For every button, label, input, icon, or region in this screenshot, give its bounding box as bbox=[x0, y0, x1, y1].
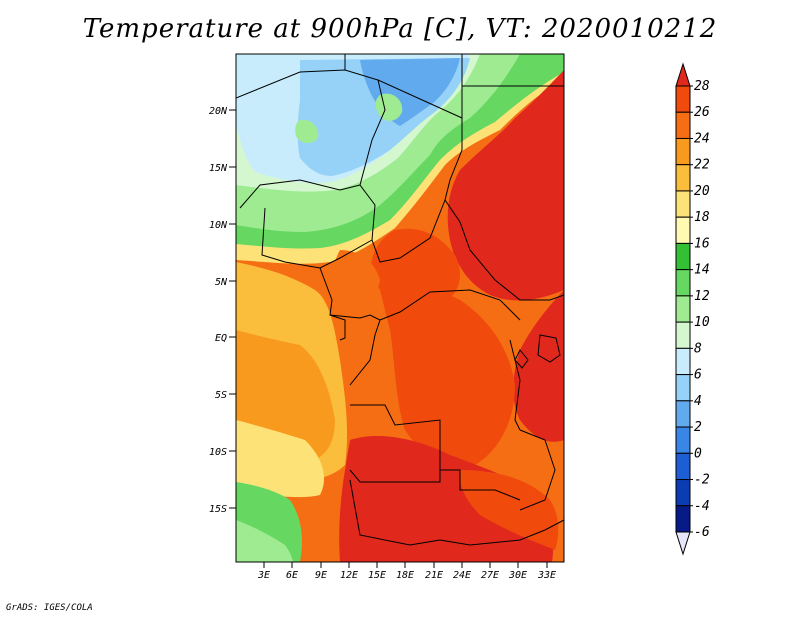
colorbar-segment bbox=[675, 269, 691, 297]
map-title: Temperature at 900hPa [C], VT: 202001021… bbox=[82, 14, 718, 44]
longitude-axis bbox=[263, 562, 548, 568]
latitude-axis bbox=[229, 109, 236, 509]
colorbar-label: 28 bbox=[694, 79, 710, 94]
colorbar-segment bbox=[675, 452, 691, 481]
colorbar-label: 2 bbox=[694, 420, 702, 435]
lat-label-15s: 15S bbox=[209, 504, 227, 515]
lon-label-18e: 18E bbox=[396, 570, 414, 581]
credit-text: GrADS: IGES/COLA bbox=[6, 603, 93, 613]
lon-label-27e: 27E bbox=[481, 570, 499, 581]
colorbar-label: -2 bbox=[694, 473, 710, 488]
colorbar-label: 20 bbox=[694, 184, 710, 199]
colorbar-segment bbox=[675, 321, 691, 349]
colorbar-segment bbox=[675, 242, 691, 271]
colorbar-segment bbox=[675, 111, 691, 139]
lat-label-10s: 10S bbox=[209, 447, 227, 458]
lon-label-24e: 24E bbox=[453, 570, 471, 581]
colorbar-segment bbox=[675, 400, 691, 428]
lon-label-6e: 6E bbox=[286, 570, 298, 581]
colorbar-top-triangle bbox=[675, 62, 691, 87]
colorbar-label: 4 bbox=[694, 394, 702, 409]
colorbar-segment bbox=[675, 190, 691, 218]
country-borders bbox=[236, 54, 564, 546]
colorbar-label: 22 bbox=[694, 158, 710, 173]
colorbar-label: 26 bbox=[694, 105, 710, 120]
lon-label-9e: 9E bbox=[315, 570, 327, 581]
colorbar-segment bbox=[675, 426, 691, 454]
colorbar-label: 24 bbox=[694, 131, 710, 146]
colorbar-segment bbox=[675, 164, 691, 192]
lat-label-5n: 5N bbox=[215, 277, 228, 288]
colorbar-label: 12 bbox=[694, 289, 710, 304]
colorbar-segment bbox=[675, 374, 691, 402]
colorbar-bottom-triangle bbox=[675, 531, 691, 556]
colorbar-label: 0 bbox=[694, 446, 702, 461]
colorbar-label: 16 bbox=[694, 236, 710, 251]
lon-label-21e: 21E bbox=[425, 570, 443, 581]
temperature-field bbox=[236, 54, 564, 562]
colorbar-label: 18 bbox=[694, 210, 710, 225]
colorbar-label: 6 bbox=[694, 368, 702, 383]
lon-label-33e: 33E bbox=[537, 570, 556, 581]
lat-label-eq: EQ bbox=[215, 333, 227, 344]
lon-label-30e: 30E bbox=[508, 570, 527, 581]
colorbar-label: -4 bbox=[694, 499, 710, 514]
lon-label-3e: 3E bbox=[257, 570, 270, 581]
lat-label-10n: 10N bbox=[209, 220, 228, 231]
colorbar-label: 10 bbox=[694, 315, 710, 330]
lat-label-20n: 20N bbox=[209, 106, 228, 117]
lon-label-15e: 15E bbox=[368, 570, 386, 581]
colorbar-segment bbox=[675, 479, 691, 507]
colorbar-label: 14 bbox=[694, 263, 710, 278]
lat-label-5s: 5S bbox=[215, 390, 227, 401]
colorbar-label: 8 bbox=[694, 341, 702, 356]
lon-label-12e: 12E bbox=[340, 570, 358, 581]
colorbar-segment bbox=[675, 216, 691, 244]
colorbar-segment bbox=[675, 347, 691, 376]
colorbar-segment bbox=[675, 137, 691, 166]
lat-label-15n: 15N bbox=[209, 163, 228, 174]
colorbar-segment bbox=[675, 505, 691, 533]
map-frame bbox=[235, 53, 565, 563]
colorbar-segment bbox=[675, 295, 691, 323]
colorbar-segment bbox=[675, 85, 691, 113]
colorbar-label: -6 bbox=[694, 525, 710, 540]
